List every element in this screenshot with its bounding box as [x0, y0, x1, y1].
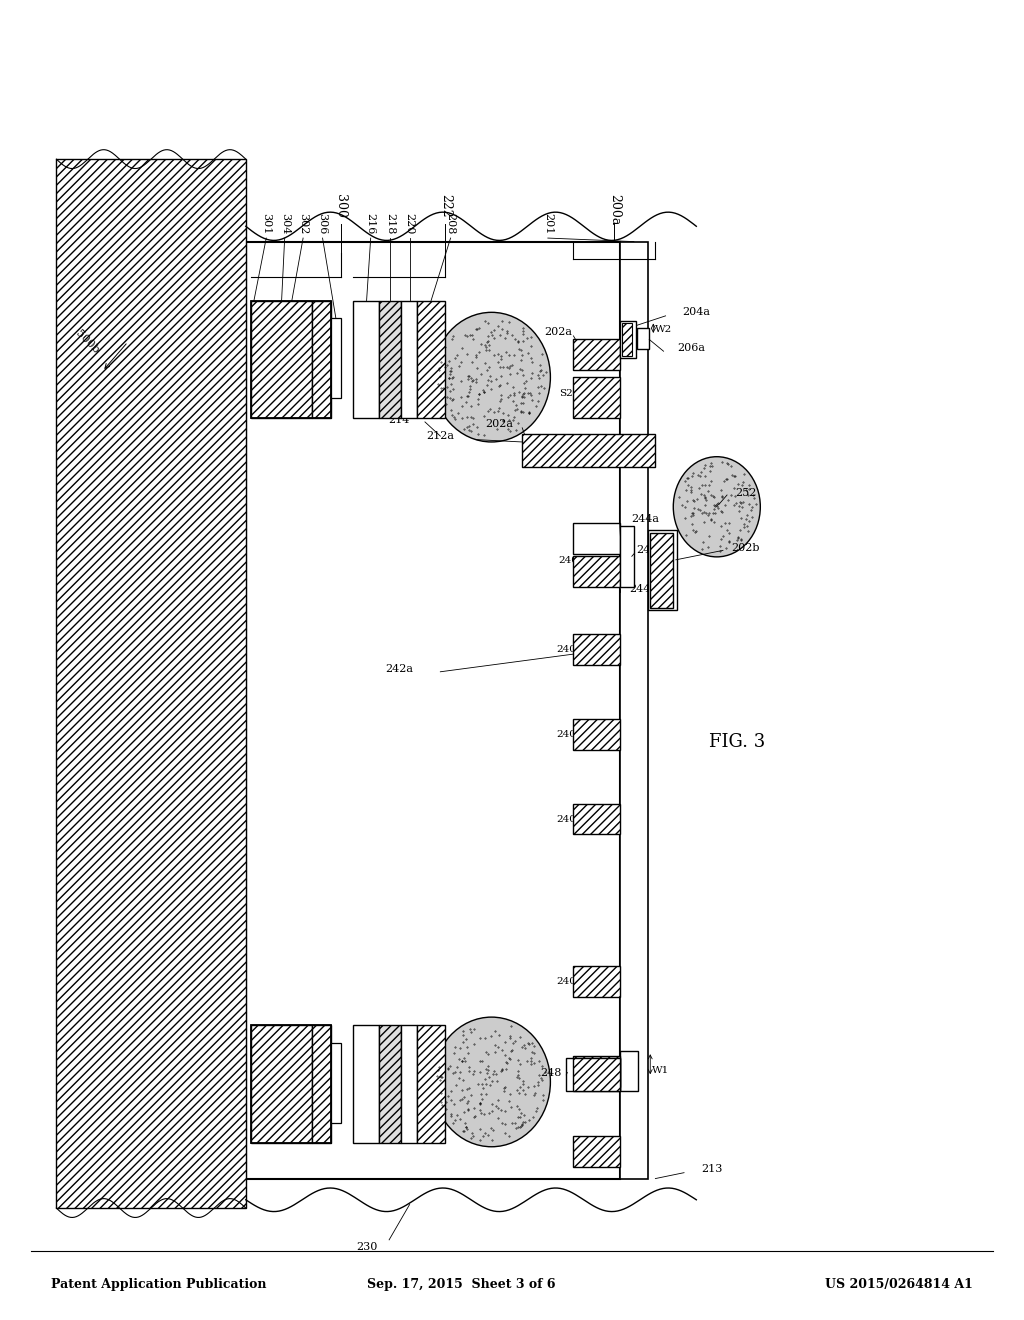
Bar [620, 321, 636, 358]
Bar [573, 966, 620, 997]
Text: 202a: 202a [544, 327, 572, 338]
Text: 301: 301 [261, 214, 271, 235]
Bar [573, 804, 620, 834]
Text: 220: 220 [404, 214, 415, 235]
Bar [353, 301, 379, 418]
Bar [573, 378, 620, 418]
Bar [573, 634, 620, 665]
Bar [573, 339, 620, 370]
Bar [648, 531, 677, 610]
Bar [331, 1043, 341, 1123]
Text: 240: 240 [556, 645, 577, 653]
Text: 208: 208 [445, 214, 456, 235]
Text: 216: 216 [366, 214, 376, 235]
Bar [251, 1026, 312, 1143]
Bar [573, 1059, 620, 1092]
Text: 304: 304 [280, 214, 290, 235]
Text: 242a: 242a [385, 664, 414, 675]
Text: 240: 240 [556, 977, 577, 986]
Bar [620, 242, 648, 1179]
Bar [573, 1056, 620, 1086]
Bar [417, 1026, 445, 1143]
Text: Sep. 17, 2015  Sheet 3 of 6: Sep. 17, 2015 Sheet 3 of 6 [367, 1278, 555, 1291]
Bar [353, 1026, 379, 1143]
Bar [522, 434, 655, 467]
Bar [251, 301, 331, 418]
Bar [573, 719, 620, 750]
Ellipse shape [674, 457, 760, 557]
Bar [331, 318, 341, 399]
Text: 222: 222 [439, 194, 452, 218]
Text: 240: 240 [556, 730, 577, 739]
Text: 252: 252 [735, 487, 756, 498]
Text: W1: W1 [652, 1065, 669, 1074]
Ellipse shape [432, 1018, 551, 1147]
Bar [573, 1137, 620, 1167]
Text: 500b: 500b [74, 329, 100, 355]
Text: 212a: 212a [426, 432, 455, 441]
Bar [251, 1026, 331, 1143]
Text: 202a: 202a [485, 420, 514, 429]
Text: 214: 214 [389, 414, 410, 425]
Bar [573, 556, 620, 587]
Text: 244a: 244a [629, 585, 657, 594]
Ellipse shape [432, 313, 551, 442]
Bar [573, 523, 620, 554]
Bar [622, 323, 632, 356]
Text: 302: 302 [298, 214, 308, 235]
Text: 201: 201 [543, 214, 553, 235]
Bar [401, 1026, 417, 1143]
Text: 246a: 246a [636, 545, 665, 556]
Text: S1: S1 [580, 1085, 594, 1093]
Bar [620, 1051, 638, 1092]
Text: US 2015/0264814 A1: US 2015/0264814 A1 [825, 1278, 973, 1291]
Text: 200a: 200a [608, 194, 621, 226]
Bar [56, 160, 246, 1208]
Bar [379, 301, 401, 418]
Text: Patent Application Publication: Patent Application Publication [51, 1278, 266, 1291]
Bar [312, 1026, 331, 1143]
Bar [573, 589, 620, 612]
Text: 218: 218 [385, 214, 395, 235]
Bar [312, 301, 331, 418]
Text: 240: 240 [558, 557, 579, 565]
Text: W2: W2 [655, 326, 672, 334]
Text: 202b: 202b [731, 543, 760, 553]
Bar [566, 1059, 620, 1092]
Bar [620, 525, 634, 587]
Bar [637, 327, 649, 348]
Text: 306: 306 [317, 214, 328, 235]
Text: 206a: 206a [677, 343, 706, 352]
Text: 240: 240 [556, 814, 577, 824]
Text: FIG. 3: FIG. 3 [710, 734, 765, 751]
Text: 300: 300 [335, 194, 347, 218]
Text: 244a: 244a [631, 513, 659, 524]
Bar [251, 301, 312, 418]
Bar [417, 301, 445, 418]
Text: 230: 230 [356, 1242, 377, 1251]
Text: S2: S2 [559, 389, 573, 399]
Bar [401, 301, 417, 418]
Bar [246, 242, 620, 1179]
Bar [650, 533, 673, 609]
Bar [379, 1026, 401, 1143]
Text: 248: 248 [541, 1068, 561, 1077]
Text: 204a: 204a [682, 308, 711, 317]
Text: 213: 213 [701, 1164, 722, 1175]
